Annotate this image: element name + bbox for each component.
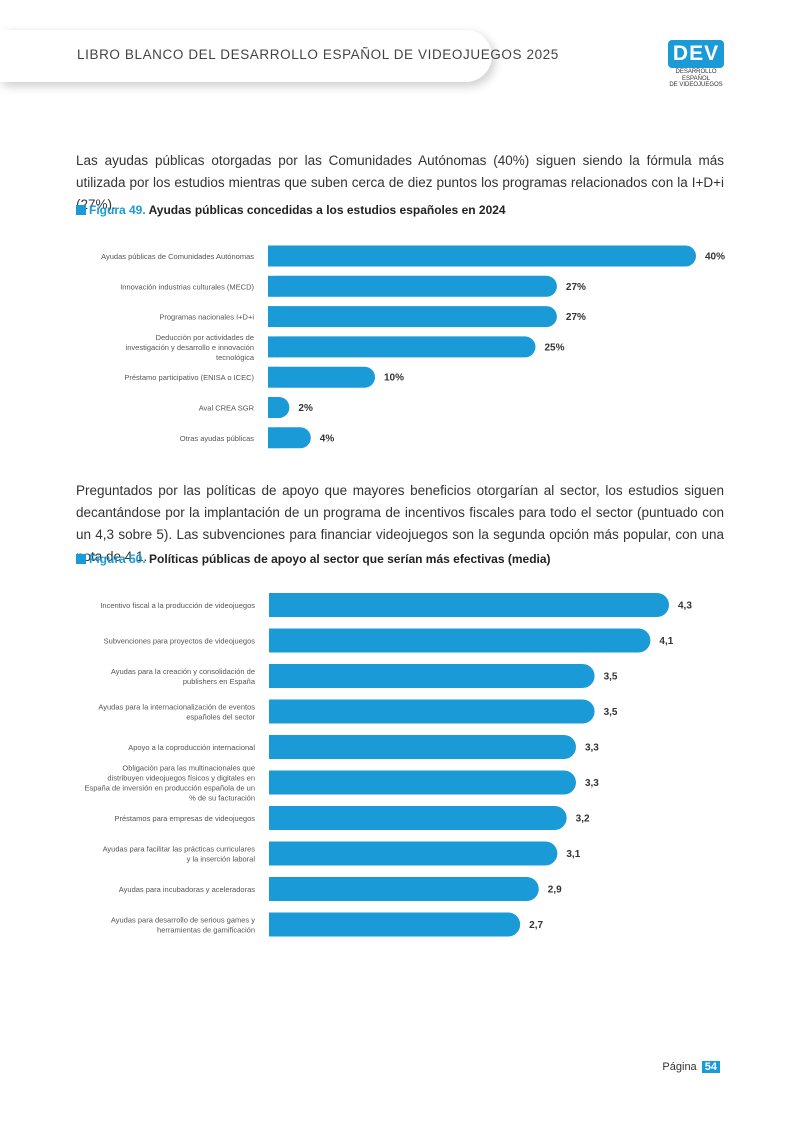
second-paragraph: Preguntados por las políticas de apoyo q… — [76, 483, 724, 564]
category-label: Ayudas públicas de Comunidades Autónomas — [101, 252, 254, 261]
category-label: Obligación para las multinacionales que d… — [84, 764, 255, 803]
chart-bar-base — [268, 306, 279, 328]
chart-bar-base — [269, 593, 281, 617]
chart-bar-base — [268, 275, 279, 297]
data-label: 2,9 — [548, 885, 562, 896]
figure-49-number: Figura 49. — [89, 203, 146, 217]
chart-bar-base — [269, 806, 281, 830]
chart-bar-base — [269, 628, 281, 653]
logo-subtitle-line1: DESARROLLO ESPAÑOL — [675, 69, 717, 82]
chart-bar — [269, 912, 521, 937]
figure-49-caption: Ayudas públicas concedidas a los estudio… — [148, 203, 506, 217]
chart-bar — [269, 877, 539, 901]
chart-bar — [269, 664, 595, 688]
category-label: Programas nacionales I+D+i — [159, 313, 254, 322]
category-label: Ayudas para la internacionalización de e… — [98, 703, 255, 722]
chart-bar-base — [269, 912, 281, 937]
chart-figure-50: 4,3 Incentivo fiscal a la producción de v… — [84, 593, 692, 937]
chart-bar — [268, 366, 375, 388]
chart-bar — [269, 841, 558, 866]
chart-bar-base — [269, 699, 281, 724]
logo-subtitle-line2: DE VIDEOJUEGOS — [669, 82, 723, 88]
data-label: 3,3 — [585, 778, 599, 789]
chart-figure-49: 40% Ayudas públicas de Comunidades Autóno… — [101, 245, 725, 449]
data-label: 2% — [298, 403, 313, 414]
chart-bar — [268, 427, 311, 449]
chart-bar-base — [268, 366, 279, 388]
data-label: 10% — [384, 373, 404, 384]
data-label: 3,5 — [604, 672, 618, 683]
chart-bar-base — [269, 877, 281, 901]
chart-bar — [269, 735, 576, 759]
chart-bar — [269, 770, 576, 795]
document-title: LIBRO BLANCO DEL DESARROLLO ESPAÑOL DE V… — [77, 47, 559, 62]
category-label: Otras ayudas públicas — [180, 434, 254, 443]
category-label: Innovación industrias culturales (MECD) — [120, 282, 254, 291]
page-number: 54 — [701, 1061, 720, 1073]
data-label: 3,3 — [585, 743, 599, 754]
category-label: Ayudas para desarrollo de serious games … — [111, 916, 255, 935]
chart-bar — [269, 806, 567, 830]
category-label: Deducción por actividades de investigació… — [126, 333, 255, 362]
figure-50-number: Figura 50. — [89, 552, 146, 566]
figure-49-title: Figura 49. Ayudas públicas concedidas a … — [76, 203, 506, 217]
category-label: Apoyo a la coproducción internacional — [128, 743, 255, 752]
header-banner: LIBRO BLANCO DEL DESARROLLO ESPAÑOL DE V… — [0, 30, 558, 82]
chart-bar — [269, 628, 651, 653]
category-label: Ayudas para facilitar las prácticas curr… — [103, 845, 256, 864]
chart-bar — [268, 275, 557, 297]
chart-bar — [268, 306, 557, 328]
logo-mark: DEV — [668, 40, 724, 68]
chart-bar — [269, 593, 669, 617]
chart-bar-base — [269, 664, 281, 688]
data-label: 4,3 — [678, 601, 692, 612]
data-label: 4% — [320, 433, 335, 444]
category-label: Incentivo fiscal a la producción de vide… — [100, 601, 255, 610]
chart-bar-base — [269, 841, 281, 866]
chart-bar-base — [268, 245, 279, 267]
footer-label: Página — [662, 1061, 697, 1073]
chart-bar-base — [268, 427, 279, 449]
chart-bar-base — [269, 770, 281, 795]
page-footer: Página 54 — [662, 1061, 720, 1073]
chart-bar-base — [268, 336, 279, 358]
data-label: 25% — [545, 342, 565, 353]
category-label: Ayudas para incubadoras y aceleradoras — [119, 885, 255, 894]
figure-50-title: Figura 50. Políticas públicas de apoyo a… — [76, 552, 551, 566]
logo-subtitle: DESARROLLO ESPAÑOL DE VIDEOJUEGOS — [666, 69, 726, 89]
data-label: 2,7 — [529, 920, 543, 931]
chart-bar — [268, 336, 536, 358]
category-label: Préstamo participativo (ENISA o ICEC) — [124, 373, 254, 382]
dev-logo: DEV DESARROLLO ESPAÑOL DE VIDEOJUEGOS — [666, 40, 726, 88]
figure-marker-icon — [76, 205, 86, 215]
category-label: Préstamos para empresas de videojuegos — [115, 814, 256, 823]
data-label: 3,2 — [576, 814, 590, 825]
category-label: Ayudas para la creación y consolidación … — [111, 667, 256, 686]
figure-50-caption: Políticas públicas de apoyo al sector qu… — [149, 552, 551, 566]
category-label: Subvenciones para proyectos de videojueg… — [104, 637, 256, 646]
data-label: 27% — [566, 312, 586, 323]
data-label: 3,1 — [566, 849, 580, 860]
figure-marker-icon — [76, 554, 86, 564]
data-label: 4,1 — [659, 636, 673, 647]
data-label: 27% — [566, 282, 586, 293]
chart-bar — [269, 699, 595, 724]
data-label: 40% — [705, 252, 725, 263]
category-label: Aval CREA SGR — [199, 404, 255, 413]
chart-bar-base — [269, 735, 281, 759]
data-label: 3,5 — [604, 707, 618, 718]
chart-bar-base — [268, 397, 279, 418]
chart-bar — [268, 245, 696, 267]
